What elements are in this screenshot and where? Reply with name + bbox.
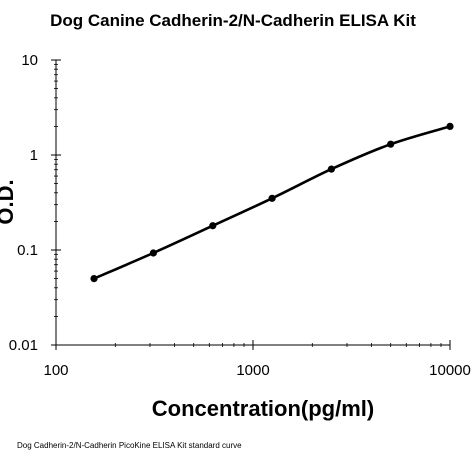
x-tick-labels: 100 1000 10000 xyxy=(43,362,470,379)
y-axis-minor-ticks xyxy=(54,63,58,317)
data-point xyxy=(268,194,276,202)
plot-area xyxy=(51,59,454,350)
figure-caption: Dog Cadherin-2/N-Cadherin PicoKine ELISA… xyxy=(17,441,242,450)
x-tick-label: 10000 xyxy=(429,362,471,379)
data-point xyxy=(149,249,157,257)
x-axis-major-ticks xyxy=(55,340,451,350)
y-axis-label: O.D. xyxy=(0,179,18,224)
y-tick-label: 0.1 xyxy=(17,242,38,259)
data-point xyxy=(327,165,335,173)
data-point xyxy=(90,274,98,283)
chart-title: Dog Canine Cadherin-2/N-Cadherin ELISA K… xyxy=(50,11,416,30)
x-axis-minor-ticks xyxy=(114,343,442,347)
x-tick-label: 100 xyxy=(43,362,68,379)
y-tick-label: 0.01 xyxy=(9,337,38,354)
data-point xyxy=(387,140,395,148)
y-tick-label: 1 xyxy=(30,147,38,164)
y-tick-label: 10 xyxy=(21,52,38,69)
data-point xyxy=(446,122,454,131)
standard-curve-line xyxy=(92,125,452,280)
data-point xyxy=(209,222,217,230)
x-tick-label: 1000 xyxy=(236,362,269,379)
x-axis-label: Concentration(pg/ml) xyxy=(152,396,374,421)
y-tick-labels: 10 1 0.1 0.01 xyxy=(9,52,38,354)
data-points xyxy=(90,122,454,283)
